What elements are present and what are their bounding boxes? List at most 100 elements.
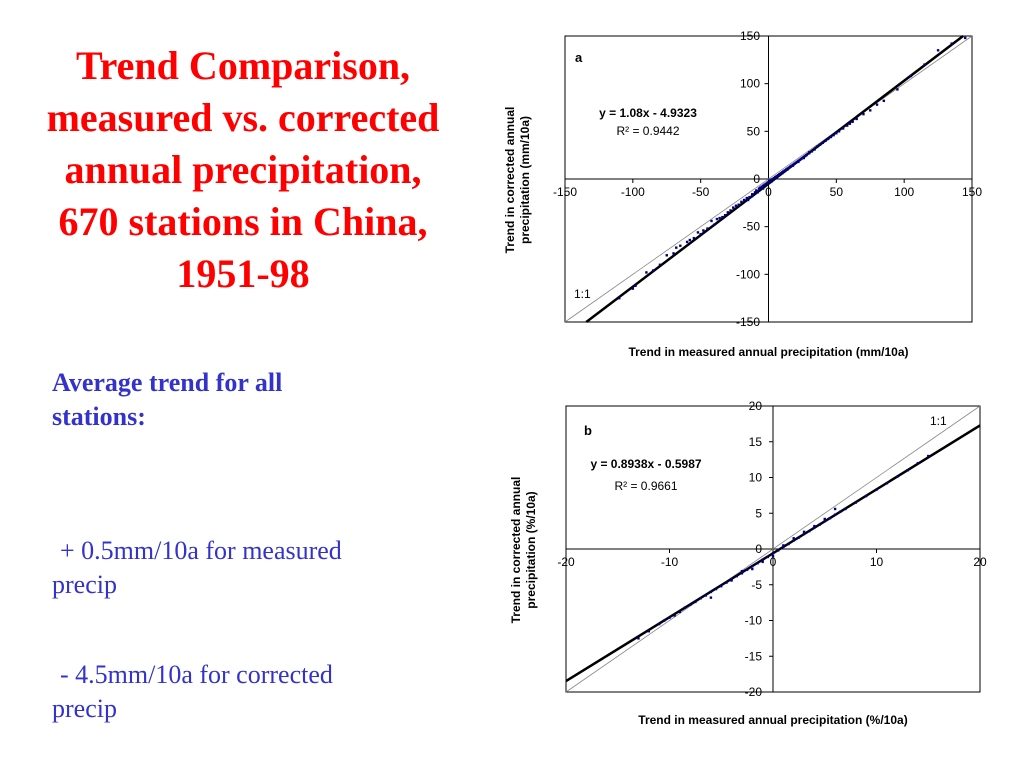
title-line: Trend Comparison,: [75, 43, 411, 88]
data-point: [760, 185, 763, 188]
data-point: [709, 590, 713, 594]
y-tick-label: 20: [749, 399, 763, 413]
data-point: [696, 231, 700, 234]
data-point: [784, 168, 788, 171]
slide-title: Trend Comparison, measured vs. corrected…: [8, 40, 478, 300]
data-point: [783, 169, 786, 172]
x-tick-label: -100: [621, 185, 645, 199]
data-point: [720, 584, 723, 588]
data-point: [751, 567, 754, 571]
data-point: [841, 127, 845, 130]
data-point: [923, 63, 926, 66]
x-tick-label: -20: [557, 555, 575, 569]
y-tick-label: -5: [751, 578, 762, 592]
y-axis-label: Trend in corrected annualprecipitation (…: [509, 477, 538, 624]
data-point: [672, 252, 675, 255]
note-line: - 4.5mm/10a for corrected: [60, 660, 333, 689]
data-point: [936, 49, 940, 52]
data-point: [927, 454, 930, 458]
data-point: [896, 88, 899, 91]
data-point: [745, 196, 748, 200]
y-tick-label: -15: [745, 649, 763, 663]
data-point: [839, 510, 842, 514]
data-point: [835, 132, 838, 135]
data-point: [675, 246, 678, 249]
data-point: [906, 469, 909, 472]
data-point: [805, 153, 808, 157]
data-point: [808, 151, 811, 154]
data-point: [797, 160, 800, 164]
y-tick-label: -50: [743, 220, 761, 234]
data-point: [802, 532, 806, 536]
y-tick-label: -20: [745, 685, 763, 699]
data-point: [730, 579, 733, 582]
panel-label: b: [584, 423, 592, 438]
x-tick-label: -10: [661, 555, 679, 569]
data-point: [776, 549, 780, 552]
regression-equation: y = 1.08x - 4.9323: [599, 106, 697, 120]
data-point: [774, 175, 777, 179]
data-point: [818, 143, 822, 146]
x-tick-label: 50: [830, 185, 844, 199]
data-point: [631, 287, 635, 290]
data-point: [813, 524, 816, 528]
y-tick-label: -150: [736, 315, 760, 329]
data-point: [732, 206, 735, 209]
data-point: [792, 539, 795, 542]
data-point: [787, 542, 790, 546]
data-point: [855, 117, 858, 121]
data-point: [761, 558, 764, 561]
scatter-chart-a: -150 -100 -50 0 50 100 150 150 100 50 0 -50 -100 -150…: [503, 29, 982, 359]
one-to-one-label: 1:1: [930, 414, 947, 428]
data-point: [618, 296, 621, 300]
data-point: [770, 180, 773, 184]
note-line: + 0.5mm/10a for measured: [60, 536, 342, 565]
data-point: [813, 526, 816, 529]
data-point: [761, 560, 764, 564]
data-point: [771, 552, 775, 555]
data-point: [845, 124, 849, 127]
data-point: [775, 175, 778, 179]
title-line: annual precipitation,: [64, 147, 422, 192]
data-point: [916, 462, 920, 465]
data-point: [848, 122, 852, 125]
data-point: [862, 112, 865, 116]
data-point: [745, 568, 749, 571]
corrected-trend-note: - 4.5mm/10a for corrected precip: [52, 658, 452, 726]
measured-trend-note: + 0.5mm/10a for measured precip: [52, 534, 452, 602]
y-axis-label: Trend in corrected annualprecipitation (…: [503, 107, 532, 254]
data-point: [761, 187, 765, 190]
data-point: [647, 630, 650, 633]
data-point: [663, 619, 666, 622]
data-point: [688, 238, 692, 242]
y-tick-label: 150: [740, 29, 760, 43]
data-point: [810, 150, 814, 153]
data-point: [771, 177, 774, 181]
data-point: [710, 219, 713, 223]
data-point: [679, 244, 682, 247]
data-point: [714, 587, 718, 591]
data-point: [753, 191, 757, 194]
data-point: [780, 172, 784, 175]
title-line: 1951-98: [176, 251, 310, 296]
y-tick-label: 5: [755, 506, 762, 520]
y-tick-label: 15: [749, 435, 763, 449]
x-axis-label: Trend in measured annual precipitation (…: [628, 345, 908, 359]
y-tick-label: -100: [736, 267, 760, 281]
data-point: [706, 227, 709, 230]
data-point: [790, 164, 793, 167]
note-line: precip: [52, 694, 117, 723]
data-point: [823, 517, 826, 521]
data-point: [735, 574, 738, 578]
y-axis-label-line: precipitation (%/10a): [524, 491, 538, 608]
data-point: [683, 606, 687, 609]
data-point: [685, 240, 689, 244]
data-point: [767, 180, 770, 184]
data-point: [751, 193, 754, 196]
data-point: [823, 519, 826, 523]
data-point: [833, 507, 837, 511]
data-point: [713, 223, 716, 226]
one-to-one-line: [564, 35, 973, 323]
data-point: [854, 501, 857, 504]
r-squared-label: R² = 0.9661: [614, 479, 677, 493]
